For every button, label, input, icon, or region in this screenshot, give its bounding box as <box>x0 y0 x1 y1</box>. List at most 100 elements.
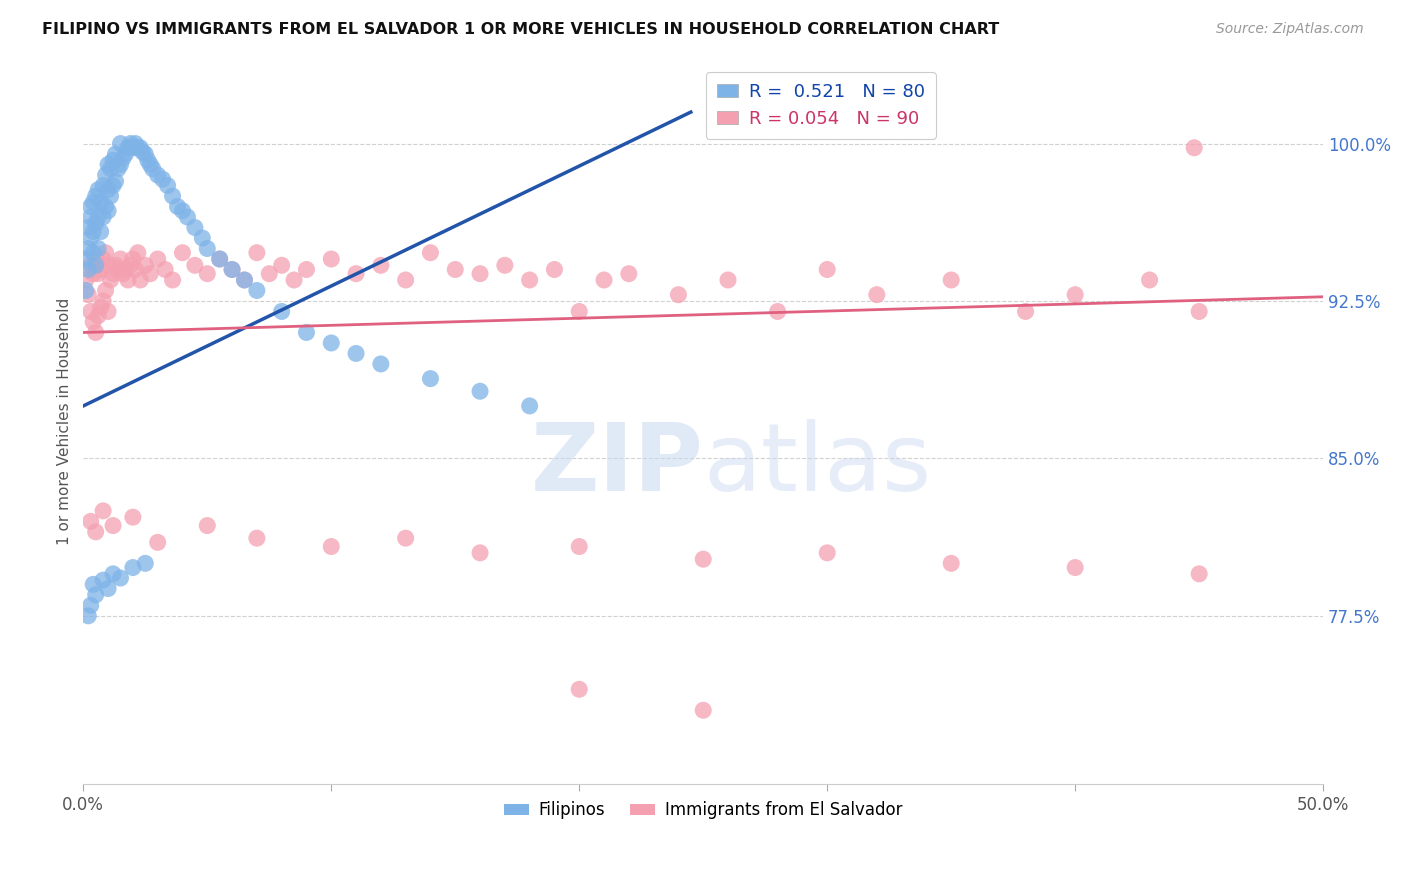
Point <box>543 262 565 277</box>
Point <box>110 571 132 585</box>
Point <box>75 284 97 298</box>
Point <box>110 252 132 266</box>
Point <box>91 210 114 224</box>
Point <box>87 267 110 281</box>
Point <box>136 153 159 168</box>
Point <box>134 557 156 571</box>
Point <box>617 267 640 281</box>
Point <box>101 267 124 281</box>
Point <box>75 252 97 266</box>
Point <box>195 242 218 256</box>
Point <box>146 535 169 549</box>
Point <box>166 200 188 214</box>
Point <box>124 136 146 151</box>
Point <box>104 258 127 272</box>
Point <box>77 220 100 235</box>
Point <box>84 252 107 266</box>
Point <box>77 287 100 301</box>
Point <box>195 267 218 281</box>
Point <box>91 573 114 587</box>
Point <box>815 546 838 560</box>
Point <box>90 262 112 277</box>
Point <box>97 258 120 272</box>
Point <box>146 252 169 266</box>
Point <box>208 252 231 266</box>
Point <box>568 682 591 697</box>
Point <box>941 557 963 571</box>
Point <box>1064 287 1087 301</box>
Point <box>117 141 139 155</box>
Point <box>91 252 114 266</box>
Point <box>87 183 110 197</box>
Point <box>717 273 740 287</box>
Point <box>84 524 107 539</box>
Point <box>221 262 243 277</box>
Y-axis label: 1 or more Vehicles in Household: 1 or more Vehicles in Household <box>58 298 72 545</box>
Point <box>84 258 107 272</box>
Point <box>941 273 963 287</box>
Point <box>101 518 124 533</box>
Point <box>692 703 714 717</box>
Point <box>97 157 120 171</box>
Point <box>75 273 97 287</box>
Point <box>1188 566 1211 581</box>
Point <box>156 178 179 193</box>
Point <box>132 145 155 159</box>
Point <box>1182 141 1205 155</box>
Point <box>162 189 184 203</box>
Point <box>195 518 218 533</box>
Point <box>101 153 124 168</box>
Point <box>80 599 103 613</box>
Text: FILIPINO VS IMMIGRANTS FROM EL SALVADOR 1 OR MORE VEHICLES IN HOUSEHOLD CORRELAT: FILIPINO VS IMMIGRANTS FROM EL SALVADOR … <box>42 22 1000 37</box>
Point <box>120 136 142 151</box>
Point <box>134 258 156 272</box>
Point <box>233 273 256 287</box>
Point <box>127 141 149 155</box>
Point <box>295 262 318 277</box>
Point <box>101 178 124 193</box>
Point <box>221 262 243 277</box>
Point <box>90 225 112 239</box>
Point <box>176 210 198 224</box>
Point <box>80 231 103 245</box>
Point <box>104 174 127 188</box>
Point <box>107 262 129 277</box>
Point <box>766 304 789 318</box>
Point <box>395 531 418 545</box>
Point <box>129 141 152 155</box>
Text: atlas: atlas <box>703 419 931 511</box>
Point <box>295 326 318 340</box>
Point <box>127 245 149 260</box>
Text: Source: ZipAtlas.com: Source: ZipAtlas.com <box>1216 22 1364 37</box>
Point <box>77 608 100 623</box>
Point <box>283 273 305 287</box>
Point <box>84 189 107 203</box>
Point <box>152 172 174 186</box>
Point <box>94 245 117 260</box>
Point <box>122 141 145 155</box>
Point <box>395 273 418 287</box>
Point <box>91 504 114 518</box>
Point <box>82 245 104 260</box>
Point <box>90 300 112 314</box>
Point <box>344 267 367 281</box>
Point <box>444 262 467 277</box>
Point <box>124 262 146 277</box>
Point <box>122 252 145 266</box>
Point <box>1064 560 1087 574</box>
Point <box>101 566 124 581</box>
Point <box>419 245 441 260</box>
Point <box>110 157 132 171</box>
Point <box>593 273 616 287</box>
Point <box>80 210 103 224</box>
Text: ZIP: ZIP <box>530 419 703 511</box>
Point <box>110 136 132 151</box>
Point <box>111 267 134 281</box>
Point <box>208 252 231 266</box>
Point <box>111 151 134 165</box>
Point <box>692 552 714 566</box>
Point <box>519 399 541 413</box>
Point <box>370 258 392 272</box>
Point <box>100 273 122 287</box>
Point <box>866 287 889 301</box>
